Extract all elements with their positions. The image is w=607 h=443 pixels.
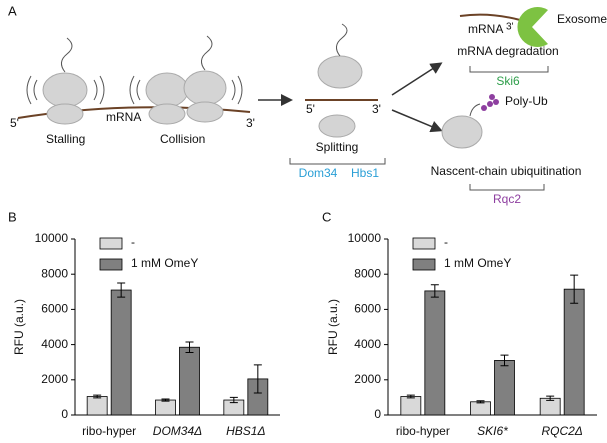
legend-label: -	[131, 235, 135, 249]
y-tick-label: 4000	[354, 337, 381, 351]
error-bar	[253, 364, 262, 394]
degradation-label: mRNA degradation	[457, 44, 558, 58]
factor: Dom34	[299, 166, 338, 180]
arrow	[391, 62, 443, 96]
exosome-label: Exosome	[557, 12, 607, 26]
x-tick-label: DOM34Δ	[153, 424, 202, 438]
splitting-label: Splitting	[316, 140, 359, 154]
error-bar	[500, 354, 509, 367]
y-tick-label: 10000	[35, 231, 69, 245]
ribosomes	[26, 35, 243, 125]
panel-a: A 5' mRNA 3' Stalling Collision 5' 3' Sp…	[8, 3, 607, 206]
y-tick-label: 8000	[41, 266, 68, 280]
collision-label: Collision	[160, 132, 205, 146]
y-tick-label: 2000	[354, 372, 381, 386]
poly-ub-label: Poly-Ub	[505, 94, 548, 108]
bar	[563, 288, 585, 416]
y-tick-label: 4000	[41, 337, 68, 351]
error-bar	[476, 400, 485, 404]
mrna-label: mRNA	[106, 110, 141, 124]
error-bar	[117, 282, 126, 298]
bar	[424, 290, 446, 416]
x-tick-label: HBS1Δ	[226, 424, 265, 438]
x-tick-label: RQC2Δ	[541, 424, 582, 438]
error-bar	[546, 395, 555, 401]
stalling-label: Stalling	[46, 132, 85, 146]
bar	[494, 360, 515, 416]
error-bar	[161, 398, 170, 402]
five-prime: 5'	[306, 102, 315, 116]
factor: Rqc2	[493, 192, 521, 206]
three-prime: 3'	[506, 22, 514, 33]
y-axis-label: RFU (a.u.)	[326, 299, 340, 355]
legend-swatch	[412, 237, 436, 250]
y-tick-label: 6000	[354, 302, 381, 316]
factor: Hbs1	[351, 166, 379, 180]
five-prime: 5'	[10, 116, 19, 130]
y-tick-label: 0	[61, 407, 68, 421]
mrna-label: mRNA	[468, 22, 503, 36]
three-prime: 3'	[246, 116, 255, 130]
bar	[155, 399, 176, 416]
bar	[179, 346, 200, 416]
bar	[86, 396, 108, 416]
y-tick-label: 8000	[354, 266, 381, 280]
error-bar	[229, 396, 238, 404]
bar	[470, 401, 491, 416]
ubiquitination-label: Nascent-chain ubiquitination	[431, 164, 582, 178]
factor: Ski6	[496, 74, 520, 88]
legend-swatch	[99, 237, 123, 250]
y-tick-label: 2000	[41, 372, 68, 386]
three-prime: 3'	[372, 102, 381, 116]
chart: B RFU (a.u.) 0 2000 4000 6000 8000 10000 ribo-hy…	[8, 209, 280, 438]
bar	[400, 396, 422, 416]
error-bar	[406, 394, 415, 399]
arrow	[391, 109, 443, 133]
x-tick-label: SKI6*	[477, 424, 508, 438]
legend-swatch	[412, 258, 436, 271]
legend-label: -	[444, 235, 448, 249]
x-tick-label: ribo-hyper	[396, 424, 450, 438]
legend-label: 1 mM OmeY	[444, 256, 511, 270]
error-bar	[93, 394, 102, 399]
error-bar	[185, 341, 194, 354]
panel-label: B	[8, 209, 17, 224]
error-bar	[570, 274, 579, 304]
chart: C RFU (a.u.) 0 2000 4000 6000 8000 10000 ribo-hy…	[322, 209, 597, 438]
x-tick-label: ribo-hyper	[82, 424, 136, 438]
error-bar	[430, 284, 439, 298]
legend-swatch	[99, 258, 123, 271]
y-tick-label: 6000	[41, 302, 68, 316]
bar	[110, 289, 132, 416]
y-axis-label: RFU (a.u.)	[12, 299, 26, 355]
legend-label: 1 mM OmeY	[131, 256, 198, 270]
panel-label: A	[8, 3, 17, 18]
exosome-icon	[517, 6, 548, 47]
panel-label: C	[322, 209, 331, 224]
y-tick-label: 10000	[348, 231, 382, 245]
y-tick-label: 0	[374, 407, 381, 421]
